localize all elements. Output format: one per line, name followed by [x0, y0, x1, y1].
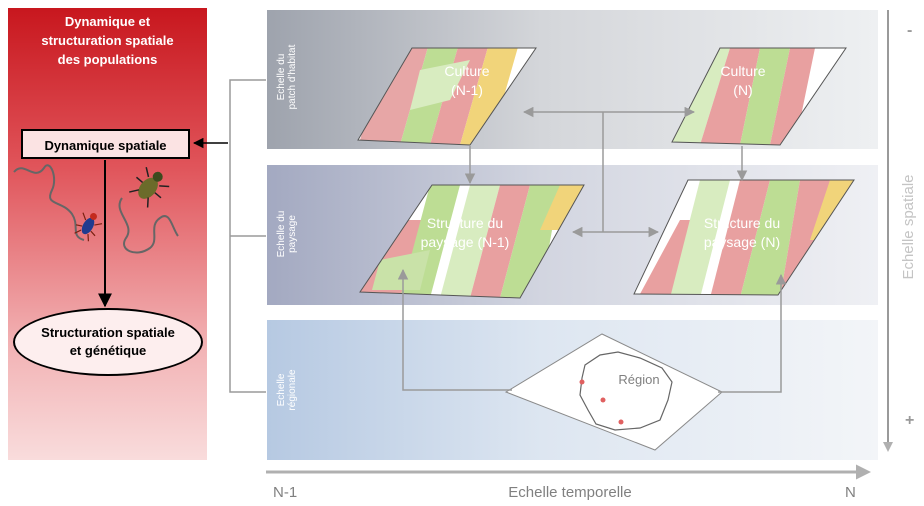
map-label-line: Culture	[720, 63, 766, 79]
panel-title-line: structuration spatiale	[41, 33, 174, 48]
map-label-line: paysage (N)	[703, 234, 781, 250]
movement-trail	[118, 197, 179, 254]
ellipse-line: et génétique	[69, 343, 147, 358]
region-label: Région	[618, 372, 660, 387]
ellipse-line: Structuration spatiale	[41, 325, 175, 340]
temporal-axis-label: Echelle temporelle	[508, 484, 632, 501]
landscape-n-map	[633, 179, 855, 296]
scale-bracket	[229, 79, 266, 393]
culture-n-label: Culture (N)	[688, 62, 798, 100]
map-label-line: (N-1)	[451, 82, 483, 98]
spatial-bottom-sign: +	[905, 412, 915, 429]
landscape-n-1-label: Structure du paysage (N-1)	[405, 214, 525, 252]
temporal-end-label: N	[845, 484, 856, 501]
panel-title: Dynamique et structuration spatiale des …	[8, 12, 207, 69]
spatial-top-sign: -	[907, 22, 913, 39]
map-label-line: Structure du	[703, 215, 781, 231]
movement-trail	[13, 164, 85, 241]
beetle-icon	[74, 212, 103, 242]
landscape-n-1-map	[359, 184, 585, 299]
site-marker	[618, 419, 624, 425]
ground-beetle-icon	[129, 166, 170, 208]
spatial-axis-label: Echelle spatiale	[900, 174, 917, 280]
site-marker	[600, 397, 606, 403]
spatial-dynamics-box: Dynamique spatiale	[21, 129, 190, 159]
culture-n-1-map	[357, 47, 537, 146]
region-map	[504, 333, 723, 451]
site-marker	[579, 379, 585, 385]
arrow-region-to-landscape-n-1	[397, 268, 512, 391]
map-label-line: (N)	[733, 82, 753, 98]
map-label-line: Structure du	[426, 215, 504, 231]
arrow-region-to-landscape-n	[718, 273, 787, 393]
landscape-n-label: Structure du paysage (N)	[682, 214, 802, 252]
culture-n-map	[671, 47, 847, 146]
spatial-genetic-structuring-ellipse: Structuration spatiale et génétique	[13, 308, 203, 376]
population-panel	[8, 8, 207, 460]
culture-n-1-label: Culture (N-1)	[412, 62, 522, 100]
temporal-start-label: N-1	[273, 484, 298, 501]
region-outline	[579, 351, 673, 431]
panel-title-line: Dynamique et	[64, 14, 151, 29]
map-label-line: Culture	[444, 63, 490, 79]
map-label-line: paysage (N-1)	[420, 234, 510, 250]
panel-title-line: des populations	[57, 52, 158, 67]
